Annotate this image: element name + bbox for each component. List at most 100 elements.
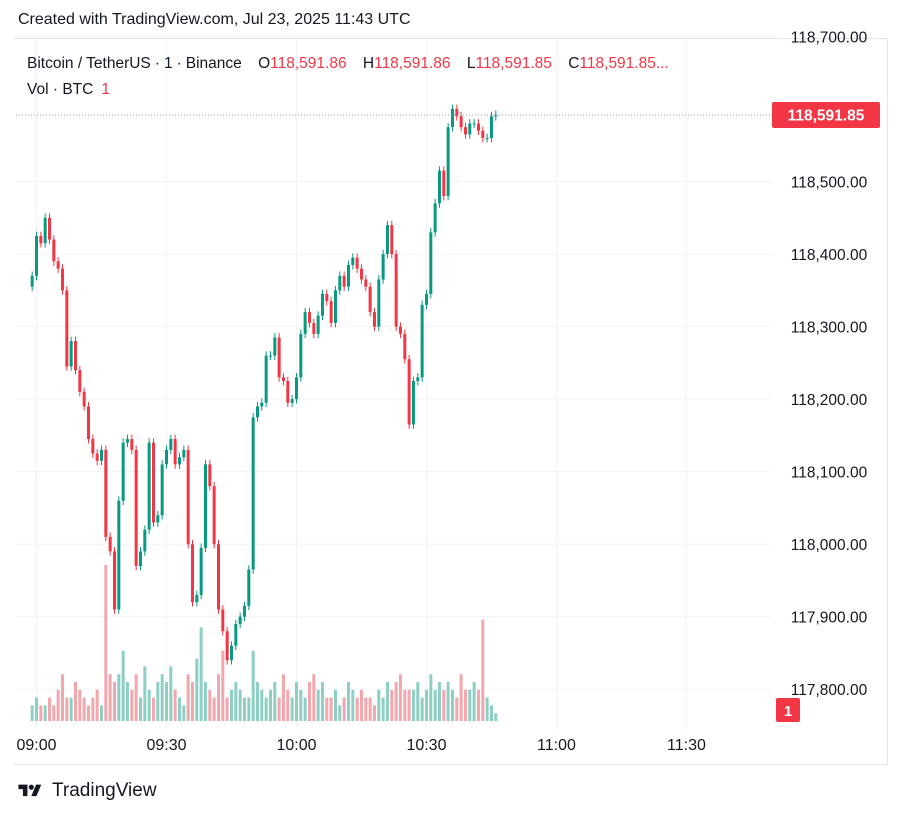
volume-bar: [359, 689, 363, 721]
volume-bar: [394, 682, 398, 721]
volume-bar: [156, 682, 160, 721]
candle-body: [125, 439, 129, 443]
candle-body: [411, 381, 415, 425]
symbol-legend: Bitcoin / TetherUS · 1 · Binance O118,591.86…: [27, 55, 669, 72]
volume-bar: [69, 697, 73, 721]
candle-body: [186, 449, 190, 545]
volume-bar: [56, 689, 60, 721]
volume-bar: [186, 674, 190, 721]
volume-bar: [82, 697, 86, 721]
volume-bar: [307, 682, 311, 721]
volume-bar: [329, 697, 333, 721]
candle-body: [47, 217, 51, 240]
candle-body: [65, 290, 69, 367]
volume-bar: [199, 627, 203, 721]
open-value: 118,591.86: [270, 55, 347, 72]
x-tick-label: 10:00: [276, 737, 316, 754]
volume-bar: [60, 674, 64, 721]
volume-bar: [95, 689, 99, 721]
volume-bar: [290, 697, 294, 721]
candle-body: [208, 464, 212, 487]
candle-body: [73, 341, 77, 371]
candle-body: [442, 170, 446, 197]
volume-legend: Vol · BTC 1: [27, 81, 110, 99]
volume-bar: [459, 674, 463, 721]
candle-body: [459, 116, 463, 128]
candle-body: [398, 326, 402, 334]
volume-bar: [78, 689, 82, 721]
candle-body: [134, 449, 138, 566]
volume-bar: [424, 689, 428, 721]
candle-body: [43, 217, 47, 244]
volume-bar: [455, 697, 459, 721]
candle-body: [325, 293, 329, 302]
symbol-name[interactable]: Bitcoin / TetherUS: [27, 55, 151, 72]
candle-body: [247, 569, 251, 606]
candle-body: [86, 406, 90, 440]
volume-bar: [108, 674, 112, 721]
candle-body: [433, 203, 437, 233]
volume-bar: [346, 682, 350, 721]
candle-body: [234, 623, 238, 646]
candle-body: [182, 449, 186, 458]
candle-body: [329, 301, 333, 323]
volume-bar: [494, 713, 498, 721]
volume-bar: [134, 674, 138, 721]
volume-bar: [52, 705, 56, 721]
candle-body: [82, 391, 86, 407]
volume-bar: [485, 697, 489, 721]
candle-body: [91, 439, 95, 454]
candle-body: [238, 616, 242, 624]
candle-body: [420, 304, 424, 378]
volume-bar: [303, 697, 307, 721]
volume-bar: [320, 682, 324, 721]
volume-bar: [30, 705, 34, 721]
candle-body: [468, 123, 472, 135]
volume-bar: [147, 689, 151, 721]
candle-body: [121, 442, 125, 501]
tradingview-brand[interactable]: TradingView: [16, 780, 157, 802]
volume-bar: [117, 674, 121, 721]
grid-lines: [16, 36, 772, 730]
volume-bars: [30, 565, 498, 721]
candle-body: [407, 359, 411, 425]
volume-bar: [260, 689, 264, 721]
volume-bar: [355, 697, 359, 721]
candle-body: [143, 529, 147, 552]
candle-body: [281, 377, 285, 382]
candle-body: [264, 355, 268, 403]
brand-name: TradingView: [52, 780, 157, 801]
volume-bar: [212, 697, 216, 721]
volume-bar: [238, 689, 242, 721]
candle-body: [273, 337, 277, 356]
y-tick-label: 118,200.00: [791, 392, 868, 409]
candle-body: [446, 127, 450, 197]
volume-bar: [182, 705, 186, 721]
volume-bar: [450, 689, 454, 721]
volume-bar: [73, 682, 77, 721]
volume-bar: [221, 650, 225, 721]
candle-body: [212, 486, 216, 545]
candle-body: [286, 381, 290, 403]
candle-body: [99, 449, 103, 461]
candle-body: [372, 312, 376, 327]
volume-bar: [325, 697, 329, 721]
candle-body: [390, 225, 394, 255]
volume-bar: [351, 689, 355, 721]
volume-bar: [143, 666, 147, 721]
candle-body: [368, 286, 372, 313]
volume-bar: [372, 705, 376, 721]
volume-bar: [47, 697, 51, 721]
candle-body: [450, 109, 454, 128]
volume-bar: [169, 666, 173, 721]
x-tick-label: 09:00: [16, 737, 56, 754]
candle-body: [255, 406, 259, 418]
y-tick-label: 118,100.00: [791, 465, 868, 482]
candle-body: [416, 377, 420, 382]
candle-body: [117, 500, 121, 610]
last-price-badge: 118,591.85: [772, 101, 880, 128]
candle-body: [377, 279, 381, 327]
candle-body: [138, 551, 142, 566]
volume-bar: [342, 697, 346, 721]
